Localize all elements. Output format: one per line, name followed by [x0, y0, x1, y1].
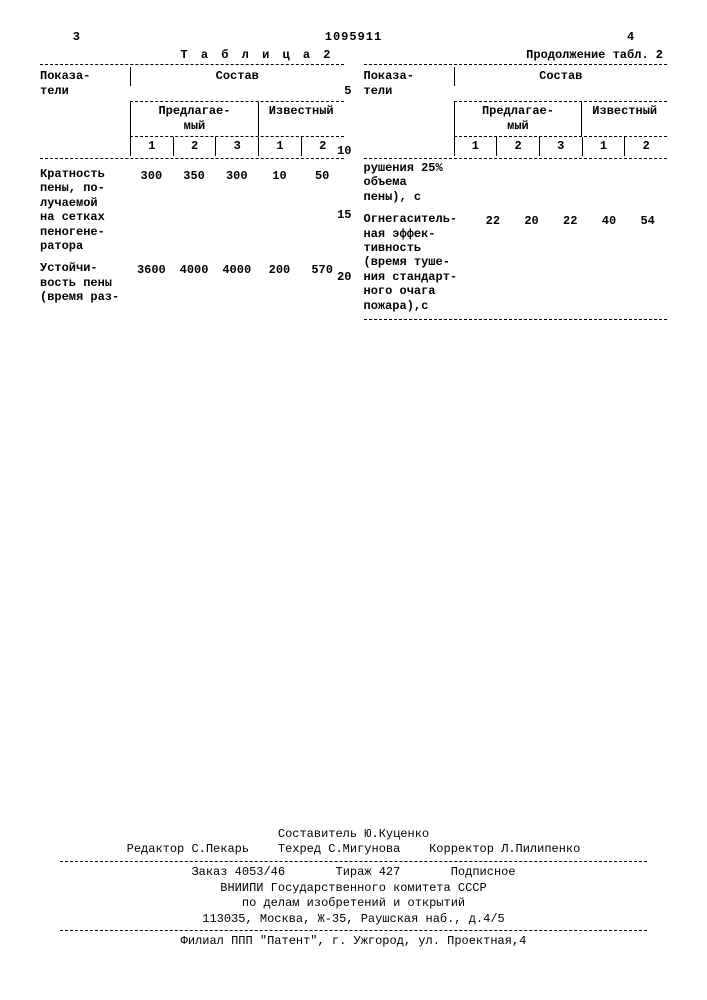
- cell-value: 350: [173, 167, 216, 184]
- col-num: 2: [496, 137, 539, 156]
- page-num-left: 3: [40, 30, 80, 44]
- org-line-1: ВНИИПИ Государственного комитета СССР: [60, 881, 647, 897]
- compiler-line: Составитель Ю.Куценко: [60, 827, 647, 843]
- techred: Техред С.Мигунова: [278, 842, 400, 856]
- table-title-right: Продолжение табл. 2: [364, 48, 668, 62]
- table-row: рушения 25% объема пены), с: [364, 161, 668, 204]
- editor: Редактор С.Пекарь: [127, 842, 249, 856]
- subheader-known: Известный: [581, 102, 667, 136]
- col-num: 3: [215, 137, 258, 156]
- cell-value: 10: [258, 167, 301, 184]
- cell-value: 300: [130, 167, 173, 184]
- cell-value: 54: [628, 212, 667, 229]
- patent-number: 1095911: [80, 30, 627, 44]
- header-indicators: Показа- тели: [40, 67, 130, 101]
- line-marker: 15: [337, 208, 351, 222]
- row-label: Огнегаситель- ная эффек- тивность (время…: [364, 212, 474, 313]
- subheader-known: Известный: [258, 102, 344, 136]
- cell-value: 22: [474, 212, 513, 229]
- right-column: Продолжение табл. 2 Показа- тели Состав …: [364, 48, 668, 320]
- cell-value: 22: [551, 212, 590, 229]
- branch-line: Филиал ППП "Патент", г. Ужгород, ул. Про…: [60, 934, 647, 950]
- tirage: Тираж 427: [336, 865, 401, 879]
- page-num-right: 4: [627, 30, 667, 44]
- cell-value: 20: [512, 212, 551, 229]
- subscription: Подписное: [451, 865, 516, 879]
- col-num: 1: [130, 137, 173, 156]
- page-header: 3 1095911 4: [40, 30, 667, 44]
- row-label: Устойчи- вость пены (время раз-: [40, 261, 130, 304]
- corrector: Корректор Л.Пилипенко: [429, 842, 580, 856]
- cell-value: 40: [590, 212, 629, 229]
- col-num: 2: [624, 137, 667, 156]
- org-line-2: по делам изобретений и открытий: [60, 896, 647, 912]
- order: Заказ 4053/46: [191, 865, 285, 879]
- row-label: Кратность пены, по- лучаемой на сетках п…: [40, 167, 130, 253]
- table-row: Устойчи- вость пены (время раз- 3600 400…: [40, 261, 344, 304]
- col-num: 1: [582, 137, 625, 156]
- line-marker: 20: [337, 270, 351, 284]
- cell-value: 50: [301, 167, 344, 184]
- cell-value: 4000: [215, 261, 258, 278]
- table-row: Кратность пены, по- лучаемой на сетках п…: [40, 167, 344, 253]
- subheader-proposed: Предлагае- мый: [130, 102, 258, 136]
- order-line: Заказ 4053/46 Тираж 427 Подписное: [60, 865, 647, 881]
- header-composition: Состав: [130, 67, 344, 86]
- address-line: 113035, Москва, Ж-35, Раушская наб., д.4…: [60, 912, 647, 928]
- cell-value: 4000: [173, 261, 216, 278]
- col-num: 2: [173, 137, 216, 156]
- left-column: Т а б л и ц а 2 Показа- тели Состав Пред…: [40, 48, 344, 320]
- cell-value: 200: [258, 261, 301, 278]
- cell-value: [512, 161, 551, 163]
- cell-value: [474, 161, 513, 163]
- col-num: 1: [454, 137, 497, 156]
- row-label: рушения 25% объема пены), с: [364, 161, 474, 204]
- line-marker: 5: [344, 84, 351, 98]
- document-footer: Составитель Ю.Куценко Редактор С.Пекарь …: [60, 827, 647, 950]
- header-indicators: Показа- тели: [364, 67, 454, 101]
- table-row: Огнегаситель- ная эффек- тивность (время…: [364, 212, 668, 313]
- col-num: 1: [258, 137, 301, 156]
- cell-value: [628, 161, 667, 163]
- credits-line: Редактор С.Пекарь Техред С.Мигунова Корр…: [60, 842, 647, 858]
- cell-value: [590, 161, 629, 163]
- cell-value: 300: [215, 167, 258, 184]
- col-num: 3: [539, 137, 582, 156]
- subheader-proposed: Предлагае- мый: [454, 102, 582, 136]
- table-title-left: Т а б л и ц а 2: [40, 48, 344, 62]
- cell-value: 3600: [130, 261, 173, 278]
- line-marker: 10: [337, 144, 351, 158]
- header-composition: Состав: [454, 67, 668, 86]
- cell-value: [551, 161, 590, 163]
